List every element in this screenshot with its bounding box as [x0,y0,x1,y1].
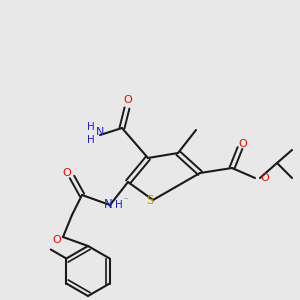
Text: H: H [87,135,95,145]
Text: O: O [124,95,132,105]
Text: S: S [146,194,154,206]
Text: O: O [52,235,62,245]
Text: ⁻: ⁻ [124,196,128,205]
Text: H: H [87,122,95,132]
Text: H: H [115,200,123,210]
Text: N: N [103,199,112,212]
Text: O: O [260,173,269,183]
Text: O: O [63,168,71,178]
Text: O: O [238,139,247,149]
Text: N: N [96,127,104,137]
